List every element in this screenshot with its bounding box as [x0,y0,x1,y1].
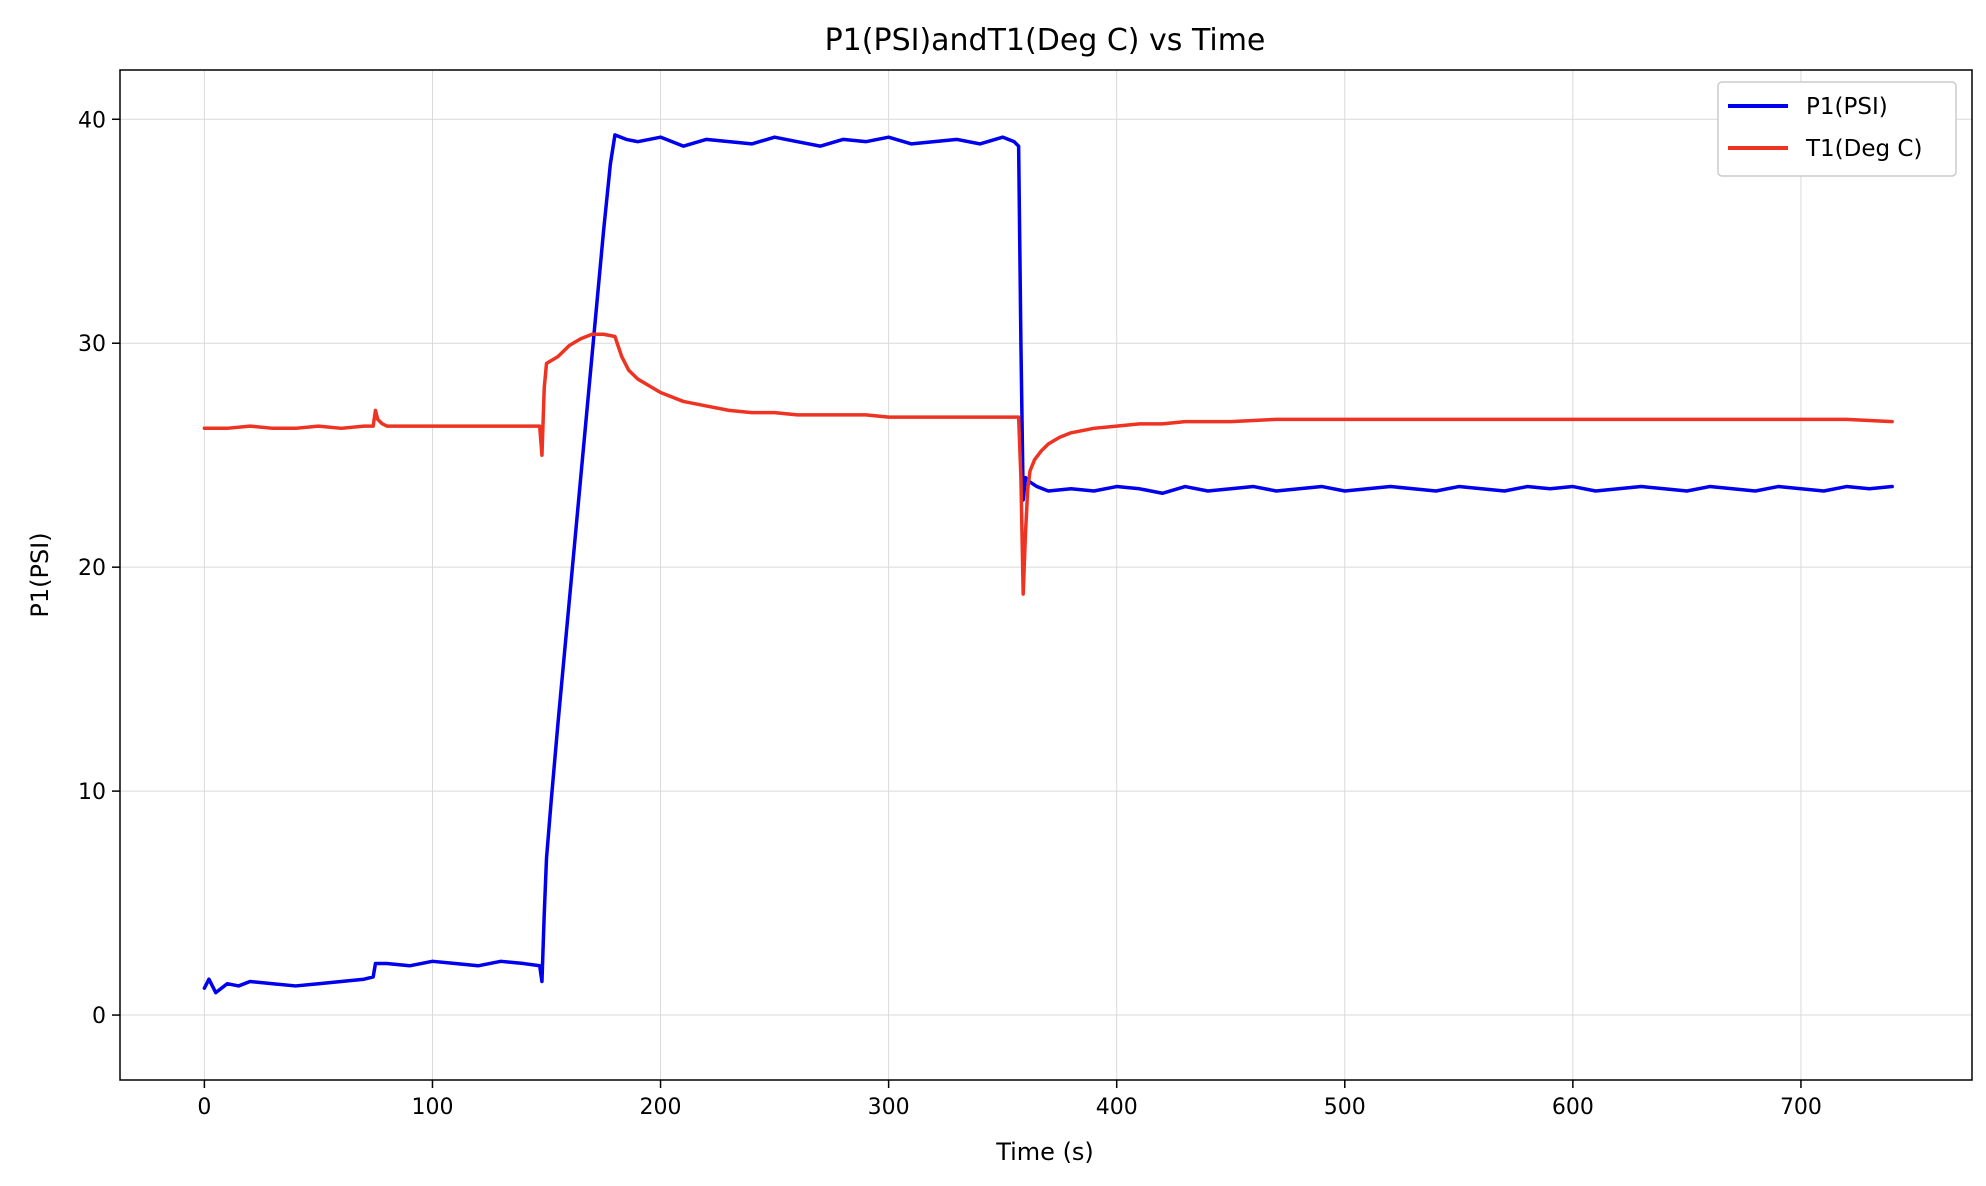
legend: P1(PSI) T1(Deg C) [1717,81,1957,177]
y-axis-label: P1(PSI) [26,532,54,617]
series-line-p1 [202,133,1894,995]
y-tick-label: 10 [78,780,106,805]
series-layer [202,133,1894,995]
x-tick-label: 100 [411,1095,453,1120]
y-tick-label: 40 [78,108,106,133]
y-axis: 0 10 20 30 40 [78,108,120,1029]
y-tick-label: 30 [78,332,106,357]
legend-label-t1: T1(Deg C) [1805,136,1922,162]
y-tick-label: 20 [78,556,106,581]
x-tick-label: 600 [1552,1095,1594,1120]
plot-frame [119,69,1973,1081]
chart-title: P1(PSI)andT1(Deg C) vs Time [825,23,1266,58]
x-axis-label: Time (s) [995,1138,1094,1166]
legend-label-p1: P1(PSI) [1806,94,1888,120]
x-tick-label: 400 [1096,1095,1138,1120]
x-tick-label: 500 [1324,1095,1366,1120]
series-line-t1 [202,332,1894,596]
y-tick-label: 0 [92,1004,106,1029]
x-tick-label: 700 [1780,1095,1822,1120]
gridlines [120,70,1972,1080]
x-axis: 0 100 200 300 400 500 600 700 [197,1080,1822,1120]
x-tick-label: 0 [197,1095,211,1120]
x-tick-label: 300 [868,1095,910,1120]
x-tick-label: 200 [640,1095,682,1120]
